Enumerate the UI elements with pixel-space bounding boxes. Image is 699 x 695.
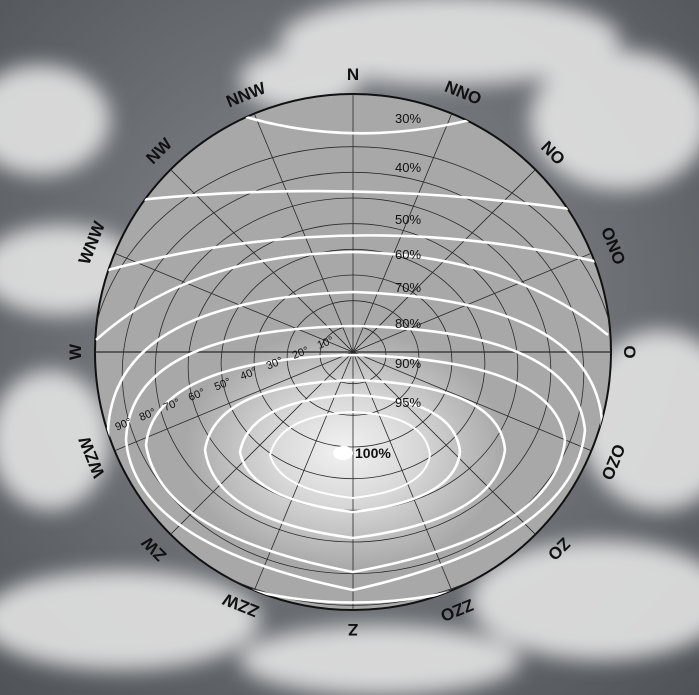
grid-tilt-ring: [187, 223, 519, 511]
angle-label-60: 60°: [187, 387, 207, 404]
angle-label-10: 10°: [316, 334, 336, 351]
angle-label-30: 30°: [265, 355, 285, 372]
grid-tilt-ring: [121, 171, 585, 575]
efficiency-label-100: 100%: [355, 445, 391, 461]
angle-label-50: 50°: [213, 376, 233, 393]
angle-label-20: 20°: [291, 345, 311, 362]
efficiency-label-70: 70%: [395, 280, 421, 295]
angle-label-90: 90°: [114, 416, 134, 433]
direction-Z: Z: [348, 620, 358, 639]
efficiency-label-60: 60%: [395, 247, 421, 262]
direction-W: W: [66, 343, 85, 360]
efficiency-label-90: 90%: [395, 356, 421, 371]
direction-N: N: [347, 65, 359, 84]
grid-tilt-ring: [220, 248, 486, 480]
angle-label-40: 40°: [239, 366, 259, 383]
efficiency-label-95: 95%: [395, 395, 421, 410]
grid-tilt-ring: [95, 146, 611, 606]
angle-label-70: 70°: [162, 397, 182, 414]
efficiency-label-30: 30%: [395, 111, 421, 126]
tilt-angle-scale: 10° 20° 30° 40° 50° 60° 70° 80° 90°: [114, 334, 336, 433]
direction-O: O: [620, 345, 639, 358]
angle-label-80: 80°: [138, 406, 158, 423]
efficiency-label-40: 40%: [395, 160, 421, 175]
efficiency-label-80: 80%: [395, 316, 421, 331]
optimum-marker: [333, 446, 353, 460]
efficiency-label-50: 50%: [395, 212, 421, 227]
grid-tilt-ring: [253, 274, 453, 448]
